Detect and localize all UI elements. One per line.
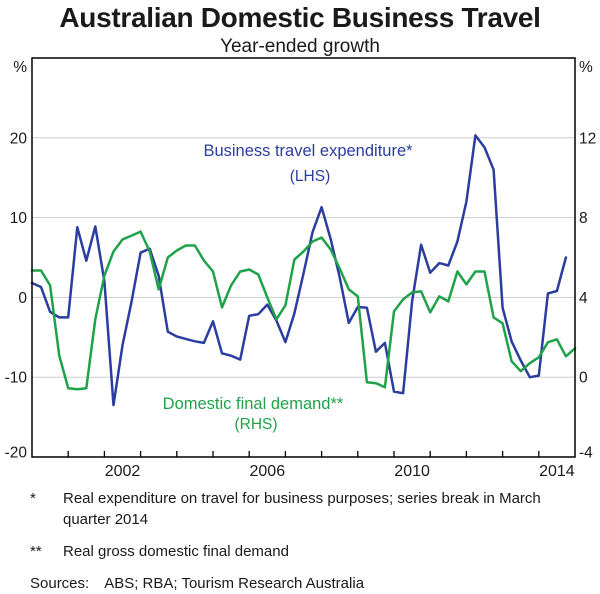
left-axis-tick-label: 20 xyxy=(10,130,28,147)
footnotes: * Real expenditure on travel for busines… xyxy=(30,488,575,594)
chart-title: Australian Domestic Business Travel xyxy=(59,2,541,33)
footnote-1-marker: * xyxy=(30,490,36,507)
x-axis-year-label: 2006 xyxy=(250,463,286,480)
left-axis-unit: % xyxy=(13,59,27,76)
series-axis-note-lhs: (LHS) xyxy=(290,168,330,185)
right-axis-tick-label: -4 xyxy=(579,445,593,462)
series-line-domestic-final-demand xyxy=(30,230,577,391)
x-axis-year-label: 2014 xyxy=(539,463,575,480)
x-axis-year-label: 2002 xyxy=(105,463,141,480)
sources-text: ABS; RBA; Tourism Research Australia xyxy=(104,575,365,592)
series-label-domestic-final-demand: Domestic final demand** xyxy=(163,395,344,413)
series-axis-note-rhs: (RHS) xyxy=(234,416,277,433)
left-axis-tick-label: 0 xyxy=(18,290,27,307)
chart-subtitle: Year-ended growth xyxy=(220,36,380,57)
sources-label: Sources: xyxy=(30,575,90,592)
footnote-2-marker: ** xyxy=(30,543,42,560)
right-axis-tick-label: 8 xyxy=(579,210,588,227)
x-axis-year-label: 2010 xyxy=(394,463,430,480)
left-axis-tick-label: 10 xyxy=(10,210,28,227)
footnote-1-text: Real expenditure on travel for business … xyxy=(63,490,541,528)
series-label-business-travel-expenditure: Business travel expenditure* xyxy=(203,142,413,160)
sources-line: Sources: ABS; RBA; Tourism Research Aust… xyxy=(30,573,575,594)
footnote-2-text: Real gross domestic final demand xyxy=(63,543,289,560)
right-axis-tick-label: 4 xyxy=(579,290,588,307)
left-axis-tick-label: -20 xyxy=(5,445,28,462)
series-line-business-travel-expenditure xyxy=(30,134,568,407)
left-axis-tick-label: -10 xyxy=(5,370,28,387)
right-axis-tick-label: 0 xyxy=(579,370,588,387)
plot-border xyxy=(31,57,576,458)
footnote-1: * Real expenditure on travel for busines… xyxy=(30,488,575,530)
right-axis-tick-label: 12 xyxy=(579,130,596,147)
right-axis-unit: % xyxy=(579,59,593,76)
footnote-2: ** Real gross domestic final demand xyxy=(30,541,575,562)
